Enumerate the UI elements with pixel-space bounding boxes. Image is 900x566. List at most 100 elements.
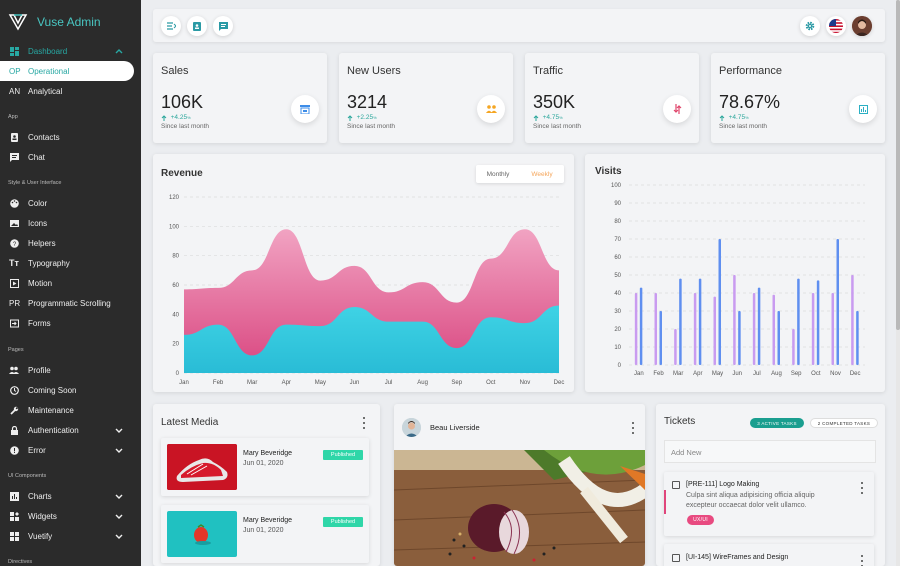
- sidebar-item-widgets[interactable]: Widgets: [0, 506, 141, 526]
- stat-title: Traffic: [533, 65, 563, 77]
- page-scrollbar[interactable]: [896, 0, 900, 566]
- percent-sign: %: [559, 115, 563, 120]
- media-item[interactable]: Mary Beveridge Jun 01, 2020 Published: [161, 438, 369, 496]
- contacts-button[interactable]: [187, 16, 207, 36]
- chevron-up-icon: [115, 49, 123, 54]
- x-tick-label: Dec: [850, 371, 861, 377]
- active-tasks-badge[interactable]: 3 ACTIVE TASKS: [750, 418, 804, 428]
- x-tick-label: Nov: [830, 371, 841, 377]
- post-author: Beau Liverside: [430, 423, 480, 432]
- language-button[interactable]: [826, 16, 846, 36]
- completed-tasks-badge[interactable]: 2 COMPLETED TASKS: [810, 418, 878, 428]
- x-tick-label: Aug: [417, 380, 428, 386]
- error-icon: [0, 445, 28, 455]
- sidebar-item-typography[interactable]: Tт Typography: [0, 253, 141, 273]
- y-tick-label: 100: [169, 224, 180, 230]
- media-author: Mary Beveridge: [243, 450, 293, 457]
- ticket-menu-button[interactable]: [860, 555, 864, 566]
- vegetables-photo: [394, 450, 645, 566]
- post-menu-button[interactable]: [631, 422, 635, 434]
- visits-bar: [639, 287, 643, 365]
- vuse-logo-icon: [8, 14, 28, 31]
- sidebar-item-icons[interactable]: Icons: [0, 213, 141, 233]
- y-tick-label: 90: [614, 201, 621, 207]
- y-tick-label: 70: [614, 237, 621, 243]
- monthly-toggle-button[interactable]: Monthly: [486, 170, 510, 178]
- sidebar-item-operational[interactable]: OP Operational: [0, 61, 134, 81]
- stat-note: Since last month: [161, 123, 210, 130]
- sidebar-item-contacts[interactable]: Contacts: [0, 127, 141, 147]
- visits-bar: [733, 275, 736, 365]
- settings-button[interactable]: [800, 16, 820, 36]
- percent-sign: %: [373, 115, 377, 120]
- stat-title: New Users: [347, 65, 401, 77]
- help-icon: ?: [0, 238, 28, 248]
- sidebar-item-helpers[interactable]: ? Helpers: [0, 233, 141, 253]
- stat-icon-badge: [849, 95, 877, 123]
- sidebar-item-charts[interactable]: Charts: [0, 486, 141, 506]
- arrow-up-icon: [533, 114, 539, 121]
- stat-change-value: +2.25: [356, 114, 374, 121]
- dashboard-icon: [0, 46, 28, 56]
- stat-note: Since last month: [719, 123, 768, 130]
- media-author: Mary Beveridge: [243, 517, 293, 524]
- sidebar-item-dashboard[interactable]: Dashboard: [0, 41, 141, 61]
- stat-card-performance: Performance 78.67% +4.75% Since last mon…: [711, 53, 885, 143]
- revenue-card: Revenue Monthly Weekly 0 20 40 60 80 100 120 Ja…: [153, 154, 574, 392]
- gear-icon: [805, 21, 815, 31]
- sidebar-item-abbr: AN: [9, 86, 21, 96]
- top-bar: [153, 9, 885, 42]
- widgets-icon: [0, 511, 28, 521]
- toggle-sidebar-button[interactable]: [161, 16, 181, 36]
- sidebar-item-label: Dashboard: [28, 46, 68, 56]
- brand[interactable]: Vuse Admin: [8, 11, 101, 33]
- visits-bar: [792, 329, 795, 365]
- y-tick-label: 80: [614, 219, 621, 225]
- visits-bar: [811, 293, 815, 365]
- stat-icon-badge: [291, 95, 319, 123]
- media-item[interactable]: Mary Beveridge Jun 01, 2020 Published: [161, 505, 369, 563]
- ticket-menu-button[interactable]: [860, 482, 864, 494]
- user-avatar-button[interactable]: [852, 16, 872, 36]
- sidebar-item-authentication[interactable]: Authentication: [0, 420, 141, 440]
- sidebar-item-coming-soon[interactable]: Coming Soon: [0, 380, 141, 400]
- wrench-icon: [0, 406, 28, 415]
- ticket-item[interactable]: [UI-145] WireFrames and Design: [664, 544, 874, 566]
- sidebar-item-chat[interactable]: Chat: [0, 147, 141, 167]
- sidebar-item-forms[interactable]: Forms: [0, 313, 141, 333]
- x-tick-label: Sep: [451, 380, 462, 386]
- y-tick-label: 10: [614, 345, 621, 351]
- sidebar-item-analytical[interactable]: AN Analytical: [0, 81, 141, 101]
- scrollbar-thumb[interactable]: [896, 0, 900, 330]
- add-task-input[interactable]: Add New: [664, 440, 876, 463]
- x-tick-label: Sep: [791, 371, 802, 377]
- ticket-checkbox[interactable]: [672, 481, 680, 489]
- x-tick-label: Jan: [179, 380, 189, 386]
- image-icon: [0, 219, 28, 228]
- x-tick-label: Jun: [350, 380, 360, 386]
- sidebar-item-label: Coming Soon: [28, 385, 77, 395]
- chevron-down-icon: [115, 534, 123, 539]
- people-icon: [0, 366, 28, 375]
- sidebar-item-motion[interactable]: Motion: [0, 273, 141, 293]
- sidebar-item-profile[interactable]: Profile: [0, 360, 141, 380]
- ticket-checkbox[interactable]: [672, 554, 680, 562]
- media-menu-button[interactable]: [362, 417, 366, 429]
- visits-bar: [816, 280, 820, 365]
- sidebar-item-vuetify[interactable]: Vuetify: [0, 526, 141, 546]
- y-tick-label: 20: [172, 342, 179, 348]
- ticket-description: Culpa sint aliqua adipisicing officia al…: [686, 492, 815, 509]
- sidebar-item-maintenance[interactable]: Maintenance: [0, 400, 141, 420]
- visits-bar: [679, 278, 682, 365]
- sidebar-item-color[interactable]: Color: [0, 193, 141, 213]
- chat-icon: [218, 21, 228, 31]
- sidebar-item-label: Typography: [28, 258, 70, 268]
- sidebar-item-error[interactable]: Error: [0, 440, 141, 460]
- weekly-toggle-button[interactable]: Weekly: [531, 170, 553, 178]
- visits-bar: [713, 296, 716, 365]
- brand-name: Vuse Admin: [37, 15, 101, 29]
- ticket-item[interactable]: [PRE-111] Logo Making Culpa sint aliqua …: [664, 472, 874, 536]
- stat-title: Performance: [719, 65, 782, 77]
- chat-button[interactable]: [213, 16, 233, 36]
- sidebar-item-programmatic-scrolling[interactable]: PR Programmatic Scrolling: [0, 293, 141, 313]
